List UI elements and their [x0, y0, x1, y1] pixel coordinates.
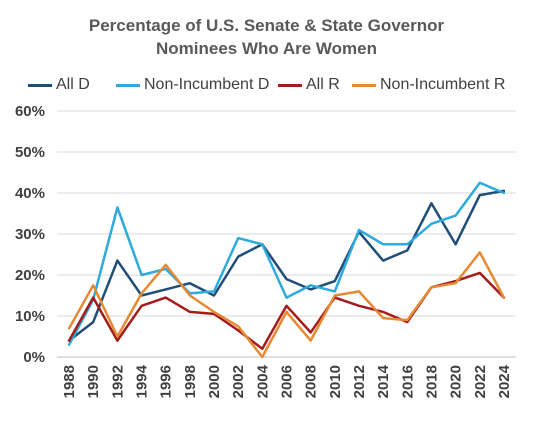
legend-item-non-incumbent-r: Non-Incumbent R [352, 74, 505, 96]
legend-label: All R [306, 76, 340, 93]
y-tick-label: 50% [15, 144, 45, 161]
legend-label: All D [56, 76, 90, 93]
x-tick-label: 2012 [351, 365, 368, 398]
legend-label: Non-Incumbent R [380, 76, 506, 93]
y-tick-label: 30% [15, 226, 45, 243]
x-tick-label: 2004 [254, 364, 271, 398]
x-tick-label: 2002 [230, 365, 247, 398]
legend-item-non-incumbent-d: Non-Incumbent D [116, 74, 269, 96]
y-tick-label: 40% [15, 185, 45, 202]
x-tick-label: 1996 [158, 365, 175, 398]
y-tick-label: 10% [15, 308, 45, 325]
x-tick-label: 2010 [327, 365, 344, 398]
y-tick-label: 60% [15, 103, 45, 120]
series-line-non-incumbent-r [67, 251, 506, 359]
legend-swatch [28, 83, 52, 87]
x-tick-label: 2006 [279, 365, 296, 398]
x-tick-label: 2008 [303, 365, 320, 398]
legend-swatch [352, 83, 376, 87]
legend: All D Non-Incumbent D All R Non-Incumben… [28, 74, 528, 96]
x-tick-label: 2018 [423, 365, 440, 398]
chart-title-line-2: Nominees Who Are Women [155, 39, 378, 58]
legend-item-all-d: All D [28, 74, 90, 96]
x-tick-label: 2022 [472, 365, 489, 398]
x-tick-label: 1990 [85, 365, 102, 398]
legend-item-all-r: All R [278, 74, 340, 96]
x-tick-label: 2000 [206, 365, 223, 398]
x-tick-label: 1988 [61, 365, 78, 398]
y-tick-label: 0% [23, 349, 45, 366]
y-tick-label: 20% [15, 267, 45, 284]
x-tick-label: 1998 [182, 365, 199, 398]
legend-swatch [116, 83, 140, 87]
x-tick-label: 2020 [448, 365, 465, 398]
legend-swatch [278, 83, 302, 87]
legend-label: Non-Incumbent D [144, 76, 270, 93]
x-tick-label: 2016 [399, 365, 416, 398]
x-tick-label: 2014 [375, 364, 392, 398]
series-line-non-incumbent-d [67, 181, 506, 346]
x-tick-label: 1994 [134, 364, 151, 398]
x-tick-label: 1992 [109, 365, 126, 398]
chart-title-line-1: Percentage of U.S. Senate & State Govern… [88, 16, 445, 35]
x-tick-label: 2024 [496, 364, 513, 398]
